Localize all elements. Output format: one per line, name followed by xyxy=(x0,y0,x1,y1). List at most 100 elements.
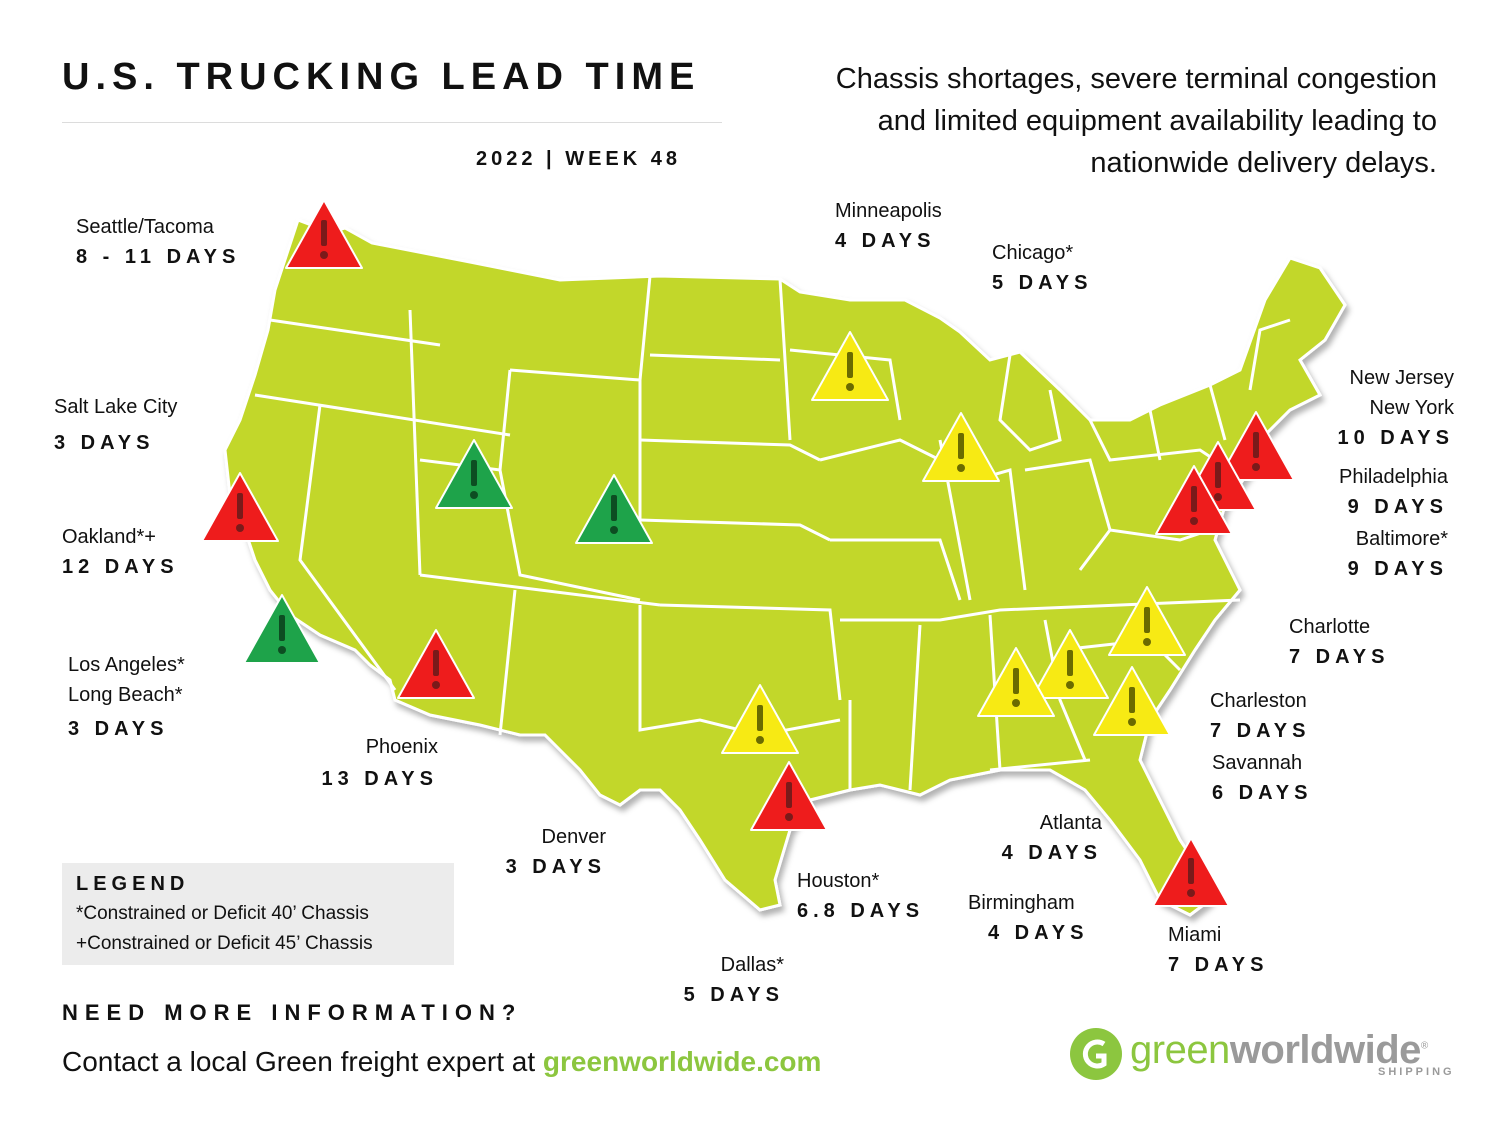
lead-time: 9 DAYS xyxy=(1347,496,1448,518)
city-name: Savannah xyxy=(1212,752,1303,774)
exclamation-dot xyxy=(1143,638,1151,646)
city-name: Long Beach* xyxy=(68,684,183,706)
exclamation-bar xyxy=(1215,462,1221,488)
alert-triangle-icon xyxy=(285,199,363,269)
lead-time: 6.8 DAYS xyxy=(797,900,925,922)
more-info-heading: NEED MORE INFORMATION? xyxy=(62,1000,523,1025)
exclamation-bar xyxy=(611,495,617,521)
city-name: Seattle/Tacoma xyxy=(76,216,214,238)
alert-triangle-icon xyxy=(1031,629,1109,699)
exclamation-bar xyxy=(1191,486,1197,512)
alert-triangle-icon xyxy=(201,472,279,542)
city-name: New York xyxy=(1369,397,1455,419)
location-new-jersey-new-york: New Jersey New York 10 DAYS xyxy=(1326,363,1454,453)
exclamation-dot xyxy=(278,646,286,654)
exclamation-dot xyxy=(1066,681,1074,689)
city-name: Birmingham xyxy=(968,892,1075,914)
city-name: Charleston xyxy=(1210,690,1307,712)
city-name: New Jersey xyxy=(1349,367,1454,389)
lead-time: 10 DAYS xyxy=(1337,427,1454,449)
exclamation-dot xyxy=(785,813,793,821)
exclamation-dot xyxy=(957,464,965,472)
city-name: Oakland*+ xyxy=(62,526,156,548)
lead-time: 7 DAYS xyxy=(1210,720,1311,742)
exclamation-dot xyxy=(432,681,440,689)
exclamation-bar xyxy=(1129,687,1135,713)
exclamation-dot xyxy=(610,526,618,534)
tagline: Chassis shortages, severe terminal conge… xyxy=(737,58,1437,184)
lead-time: 4 DAYS xyxy=(1001,842,1102,864)
exclamation-bar xyxy=(471,460,477,486)
logo-word-worldwide: worldwide xyxy=(1229,1028,1422,1072)
lead-time: 8 - 11 DAYS xyxy=(76,246,241,268)
alert-triangle-icon xyxy=(575,474,653,544)
location-birmingham: Birmingham 4 DAYS xyxy=(968,888,1088,948)
exclamation-dot xyxy=(1252,463,1260,471)
location-seattle-tacoma: Seattle/Tacoma 8 - 11 DAYS xyxy=(76,212,240,272)
alert-triangle-icon xyxy=(1155,465,1233,535)
lead-time: 3 DAYS xyxy=(54,432,155,454)
exclamation-bar xyxy=(1013,668,1019,694)
logo-wordmark: greenworldwide® xyxy=(1130,1028,1428,1073)
lead-time: 4 DAYS xyxy=(835,230,936,252)
week-label: 2022 | WEEK 48 xyxy=(476,148,682,170)
location-baltimore: Baltimore* 9 DAYS xyxy=(1326,524,1448,584)
location-minneapolis: Minneapolis 4 DAYS xyxy=(835,196,942,256)
location-houston: Houston* 6.8 DAYS xyxy=(797,866,924,926)
location-oakland: Oakland*+ 12 DAYS xyxy=(62,522,179,582)
registered-mark: ® xyxy=(1420,1040,1428,1052)
exclamation-dot xyxy=(1214,493,1222,501)
exclamation-bar xyxy=(757,705,763,731)
alert-triangle-icon xyxy=(1152,837,1230,907)
lead-time: 4 DAYS xyxy=(988,922,1089,944)
city-name: Los Angeles* xyxy=(68,654,185,676)
page-title: U.S. TRUCKING LEAD TIME xyxy=(62,56,701,98)
location-savannah: Savannah 6 DAYS xyxy=(1212,748,1312,808)
location-atlanta: Atlanta 4 DAYS xyxy=(986,808,1102,868)
legend-item: +Constrained or Deficit 45’ Chassis xyxy=(76,933,373,954)
exclamation-dot xyxy=(756,736,764,744)
exclamation-dot xyxy=(1128,718,1136,726)
exclamation-bar xyxy=(1253,432,1259,458)
city-name: Chicago* xyxy=(992,242,1074,264)
alert-triangle-icon xyxy=(397,629,475,699)
exclamation-bar xyxy=(847,352,853,378)
alert-triangle-icon xyxy=(922,412,1000,482)
city-name: Charlotte xyxy=(1289,616,1371,638)
exclamation-bar xyxy=(433,650,439,676)
city-name: Miami xyxy=(1168,924,1222,946)
location-denver: Denver 3 DAYS xyxy=(490,822,606,882)
lead-time: 13 DAYS xyxy=(321,768,438,790)
city-name: Baltimore* xyxy=(1355,528,1448,550)
greenworldwide-logo: greenworldwide® SHIPPING xyxy=(1068,1024,1452,1084)
alert-triangle-icon xyxy=(435,439,513,509)
exclamation-dot xyxy=(1190,517,1198,525)
alert-triangle-icon xyxy=(1217,411,1295,481)
alert-triangle-icon xyxy=(811,331,889,401)
tagline-line: nationwide delivery delays. xyxy=(1090,147,1437,179)
website-link[interactable]: greenworldwide.com xyxy=(542,1046,822,1077)
state-borders xyxy=(254,275,1291,791)
logo-word-green: green xyxy=(1130,1028,1230,1072)
alert-triangle-icon xyxy=(1108,586,1186,656)
location-dallas: Dallas* 5 DAYS xyxy=(668,950,784,1010)
alert-triangle-icon xyxy=(977,647,1055,717)
exclamation-bar xyxy=(237,493,243,519)
exclamation-dot xyxy=(236,524,244,532)
lead-time: 7 DAYS xyxy=(1168,954,1269,976)
location-chicago: Chicago* 5 DAYS xyxy=(992,238,1092,298)
logo-subtitle: SHIPPING xyxy=(1378,1066,1455,1078)
location-philadelphia: Philadelphia 9 DAYS xyxy=(1318,462,1448,522)
tagline-line: Chassis shortages, severe terminal conge… xyxy=(835,63,1437,95)
exclamation-bar xyxy=(1188,858,1194,884)
city-name: Atlanta xyxy=(1039,812,1102,834)
contact-line: Contact a local Green freight expert at … xyxy=(62,1046,821,1078)
us-landmass xyxy=(223,218,1347,917)
location-phoenix: Phoenix 13 DAYS xyxy=(312,732,438,794)
location-salt-lake-city: Salt Lake City 3 DAYS xyxy=(54,392,177,458)
legend: LEGEND *Constrained or Deficit 40’ Chass… xyxy=(62,863,454,965)
exclamation-bar xyxy=(1144,607,1150,633)
exclamation-dot xyxy=(1012,699,1020,707)
exclamation-bar xyxy=(1067,650,1073,676)
